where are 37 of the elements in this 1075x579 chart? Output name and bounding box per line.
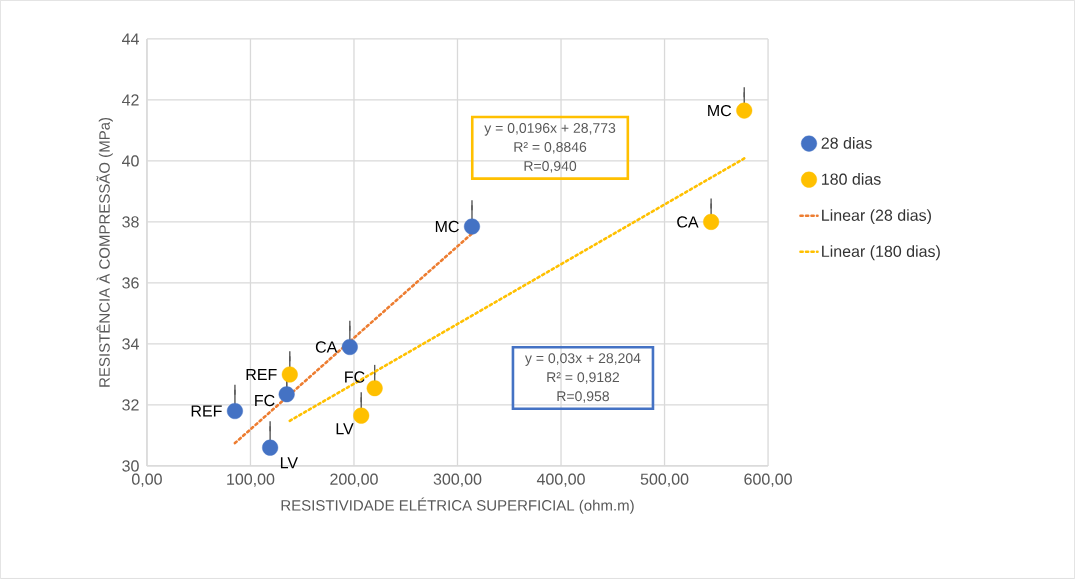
x-tick-label: 200,00 bbox=[330, 473, 378, 487]
annotation: REF bbox=[191, 405, 222, 417]
x-tick-label: 600,00 bbox=[744, 473, 792, 487]
y-tick-label: 42 bbox=[121, 94, 139, 106]
legend-label: Linear (28 dias) bbox=[822, 209, 931, 225]
y-tick-label: 40 bbox=[121, 155, 139, 167]
y-tick-label: 32 bbox=[122, 399, 139, 411]
annotation: MC bbox=[435, 220, 459, 233]
annotation: REF bbox=[246, 368, 277, 381]
legend-label: 28 dias bbox=[821, 137, 872, 149]
annotation: y = 0,03x + 28,204 bbox=[524, 353, 641, 366]
y-tick-label: 38 bbox=[122, 216, 139, 228]
y-tick-label: 44 bbox=[121, 33, 139, 45]
annotation: FC bbox=[255, 394, 275, 407]
annotation: y = 0,0196x + 28,773 bbox=[484, 123, 616, 136]
annotation: FC bbox=[345, 371, 365, 383]
annotation: R² = 0,9182 bbox=[547, 372, 620, 384]
annotation: CA bbox=[315, 341, 338, 353]
y-tick-label: 36 bbox=[122, 277, 139, 289]
x-tick-label: 300,00 bbox=[433, 473, 482, 487]
y-tick-label: 30 bbox=[122, 460, 139, 472]
x-axis-title: RESISTIVIDADE ELÉTRICA SUPERFICIAL (ohm.m) bbox=[281, 497, 634, 514]
annotation: LV bbox=[336, 423, 354, 435]
x-tick-label: 400,00 bbox=[536, 473, 585, 487]
legend-label: 180 dias bbox=[822, 173, 881, 185]
x-tick-label: 0,00 bbox=[131, 473, 162, 487]
annotation: MC bbox=[708, 104, 732, 117]
annotation: R=0,958 bbox=[557, 391, 609, 403]
annotation: R² = 0,8846 bbox=[514, 142, 587, 154]
y-axis-title: RESISTÊNCIA À COMPRESSÃO (MPa) bbox=[96, 117, 113, 387]
x-tick-label: 500,00 bbox=[640, 473, 689, 487]
x-tick-label: 100,00 bbox=[227, 473, 275, 487]
annotation: LV bbox=[280, 457, 298, 469]
y-tick-label: 34 bbox=[122, 338, 139, 350]
legend-label: Linear (180 dias) bbox=[822, 245, 940, 261]
annotation: R=0,940 bbox=[524, 161, 577, 173]
annotation: CA bbox=[677, 216, 699, 228]
